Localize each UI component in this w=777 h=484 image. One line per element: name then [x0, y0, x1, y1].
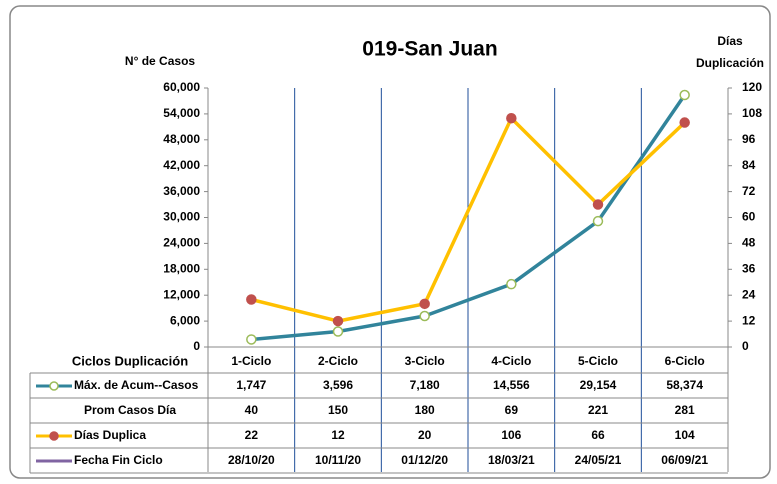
y-tick-label: 54,000 [163, 106, 200, 120]
series-marker [332, 326, 344, 337]
table-cell: 20 [418, 428, 432, 442]
y2-tick-label: 0 [742, 339, 749, 353]
table-cell: 150 [328, 403, 348, 417]
table-header: Ciclos Duplicación [72, 353, 188, 368]
table-cell: 40 [245, 403, 259, 417]
y-tick-label: 60,000 [163, 80, 200, 94]
y2-tick-label: 60 [742, 210, 756, 224]
series-marker [592, 215, 604, 227]
y2-tick-label: 12 [742, 313, 756, 327]
y2-axis-label: Días [717, 34, 743, 48]
x-tick-label: 1-Ciclo [231, 354, 271, 368]
series-marker [506, 278, 517, 290]
x-tick-label: 3-Ciclo [405, 354, 445, 368]
series-marker [679, 117, 690, 128]
legend-label: Fecha Fin Ciclo [74, 453, 163, 467]
y2-tick-label: 24 [742, 287, 756, 301]
y2-tick-label: 48 [742, 236, 756, 250]
series-marker [506, 112, 517, 124]
series-marker [419, 298, 430, 310]
y-tick-label: 18,000 [163, 261, 200, 275]
y2-tick-label: 96 [742, 132, 756, 146]
y-tick-label: 6,000 [170, 313, 200, 327]
x-tick-label: 5-Ciclo [578, 354, 618, 368]
table-row-label: Prom Casos Día [84, 403, 176, 417]
table-cell: 58,374 [666, 378, 703, 392]
series-line [250, 116, 686, 323]
legend-marker [49, 431, 59, 441]
series-line [251, 94, 687, 342]
table-cell: 24/05/21 [575, 453, 622, 467]
y-tick-label: 48,000 [163, 132, 200, 146]
y2-tick-label: 108 [742, 106, 762, 120]
table-cell: 221 [588, 403, 608, 417]
y-tick-label: 12,000 [163, 287, 200, 301]
x-tick-label: 4-Ciclo [491, 354, 531, 368]
series-marker [679, 89, 690, 101]
table-cell: 22 [245, 428, 259, 442]
series-marker [332, 315, 344, 327]
table-cell: 29,154 [580, 378, 617, 392]
y2-tick-label: 36 [742, 261, 756, 275]
y2-tick-label: 84 [742, 158, 756, 172]
table-cell: 281 [675, 403, 695, 417]
series-marker [592, 199, 604, 210]
x-tick-label: 2-Ciclo [318, 354, 358, 368]
table-cell: 106 [501, 428, 521, 442]
series-marker [246, 334, 257, 345]
table-cell: 7,180 [410, 378, 440, 392]
y-tick-label: 0 [193, 339, 200, 353]
table-cell: 3,596 [323, 378, 353, 392]
y-tick-label: 42,000 [163, 158, 200, 172]
series-marker [419, 310, 430, 322]
y2-axis-label: Duplicación [696, 56, 764, 70]
table-cell: 28/10/20 [228, 453, 275, 467]
x-tick-label: 6-Ciclo [665, 354, 705, 368]
chart-title: 019-San Juan [362, 38, 497, 61]
legend-label: Máx. de Acum--Casos [74, 378, 199, 392]
table-cell: 1,747 [236, 378, 266, 392]
y-tick-label: 24,000 [163, 236, 200, 250]
table-cell: 10/11/20 [315, 453, 361, 467]
series-marker [246, 294, 257, 305]
y2-tick-label: 120 [742, 80, 762, 94]
legend-label: Días Duplica [74, 428, 146, 442]
table-cell: 12 [331, 428, 345, 442]
table-cell: 14,556 [493, 378, 530, 392]
y-tick-label: 36,000 [163, 184, 200, 198]
table-cell: 18/03/21 [488, 453, 535, 467]
y-axis-label: N° de Casos [125, 54, 195, 68]
y-tick-label: 30,000 [163, 210, 200, 224]
legend-marker [49, 381, 59, 391]
table-cell: 66 [591, 428, 605, 442]
y2-tick-label: 72 [742, 184, 756, 198]
table-cell: 06/09/21 [661, 453, 708, 467]
chart-border [9, 5, 771, 479]
table-cell: 69 [505, 403, 519, 417]
table-cell: 104 [675, 428, 695, 442]
table-cell: 180 [415, 403, 435, 417]
table-cell: 01/12/20 [401, 453, 448, 467]
